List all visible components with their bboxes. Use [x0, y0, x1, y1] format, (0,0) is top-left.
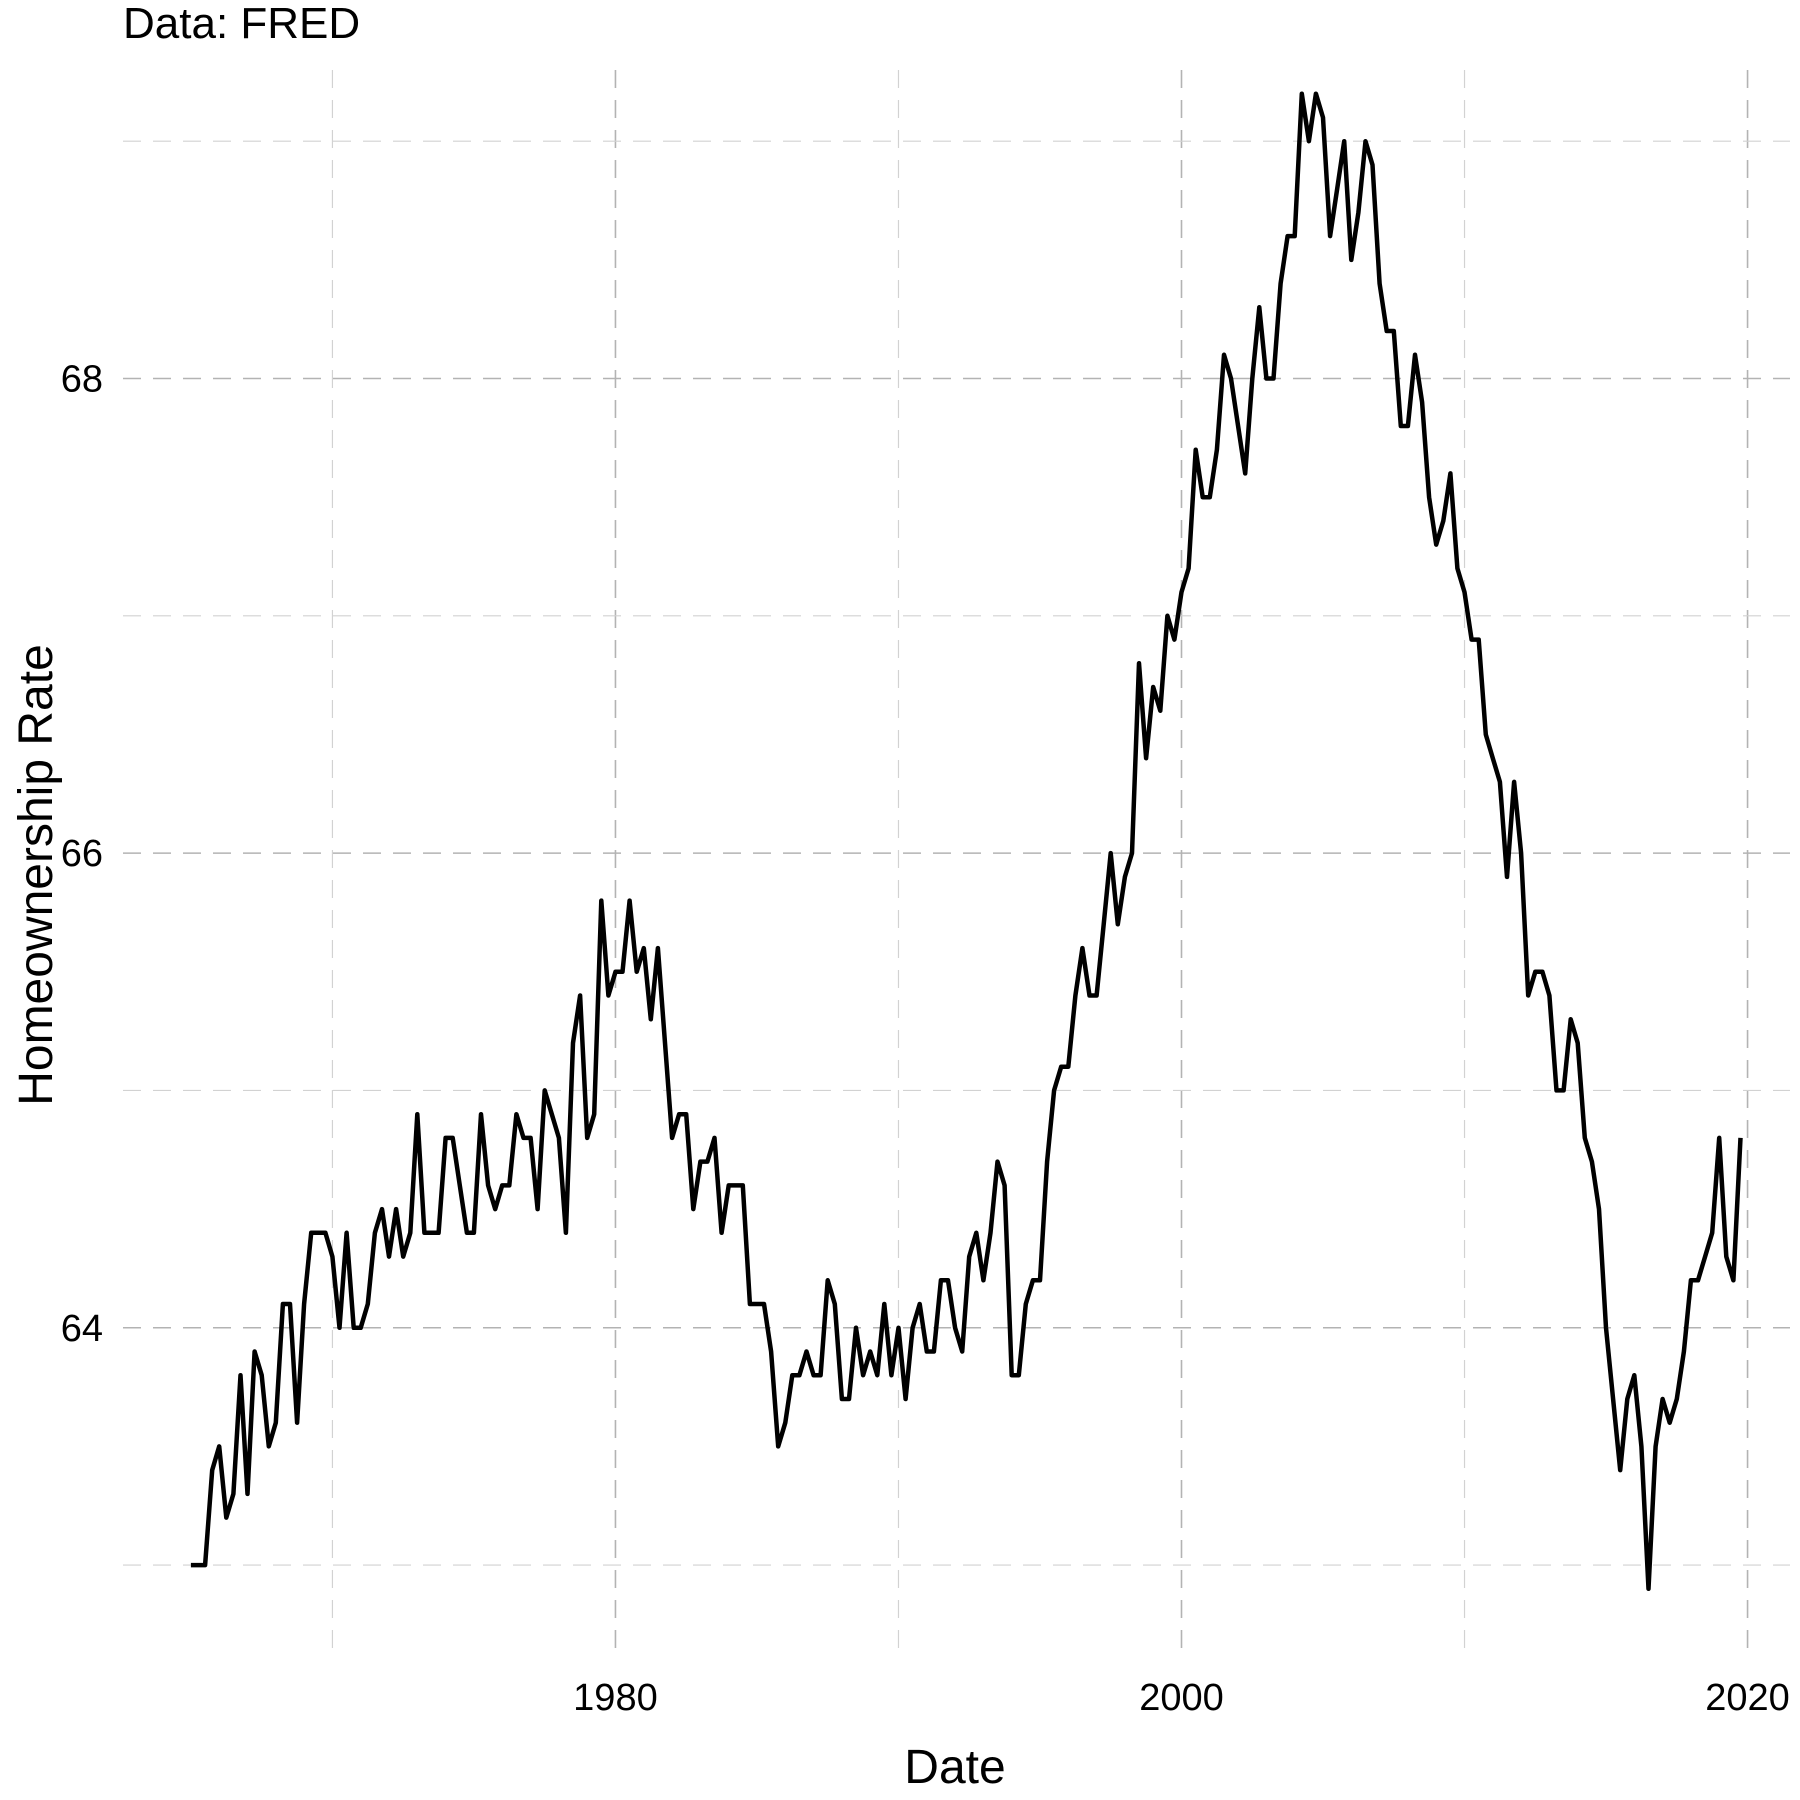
y-axis-ticks: 64 66 68	[61, 359, 103, 1350]
y-tick-label: 66	[61, 833, 103, 875]
x-tick-label: 2000	[1139, 1677, 1224, 1719]
y-tick-label: 64	[61, 1308, 103, 1350]
x-axis-title: Date	[904, 1741, 1005, 1794]
y-axis-title: Homeownership Rate	[10, 644, 63, 1106]
x-tick-label: 2020	[1705, 1677, 1790, 1719]
y-tick-label: 68	[61, 359, 103, 401]
chart-caption: Data: FRED	[123, 0, 361, 48]
x-tick-label: 1980	[573, 1677, 658, 1719]
x-axis-ticks: 1980 2000 2020	[573, 1677, 1790, 1719]
grid-lines	[123, 70, 1790, 1660]
homeownership-rate-line	[190, 91, 1743, 1592]
